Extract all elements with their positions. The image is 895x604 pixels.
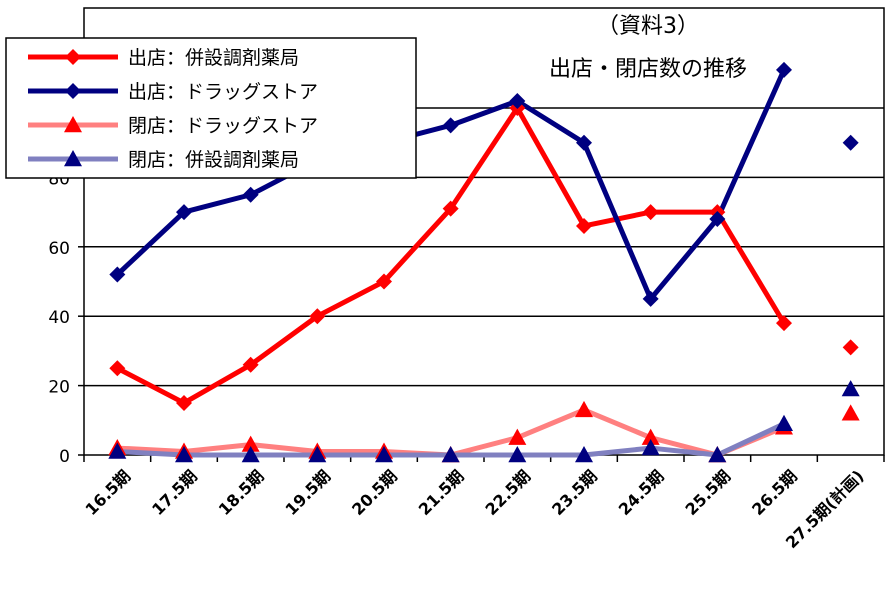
x-tick-label: 19.5期 [281, 466, 334, 519]
data-point [641, 439, 660, 456]
data-point [176, 204, 192, 221]
data-point [242, 186, 259, 203]
data-point [709, 211, 726, 228]
data-point [241, 446, 260, 463]
data-point [309, 308, 326, 325]
data-point [441, 446, 460, 463]
data-point [109, 360, 126, 377]
data-point [842, 339, 859, 356]
data-point [509, 93, 526, 110]
x-tick-label: 24.5期 [615, 466, 668, 519]
x-tick-label: 22.5期 [481, 466, 534, 519]
x-tick-label: 17.5期 [148, 466, 201, 519]
x-tick-label: 21.5期 [415, 466, 468, 519]
data-point [708, 446, 727, 463]
legend-marker [64, 116, 82, 133]
data-point [841, 404, 860, 421]
data-point [642, 290, 659, 307]
legend-marker [65, 83, 81, 99]
data-point [642, 204, 659, 221]
data-point [442, 117, 459, 134]
legend-marker [64, 150, 82, 167]
data-point [776, 315, 792, 332]
data-point [841, 380, 860, 397]
y-tick-label: 40 [48, 308, 70, 328]
data-point [176, 394, 192, 411]
x-tick-label: 16.5期 [81, 466, 134, 519]
data-point [842, 134, 859, 151]
data-point [776, 61, 792, 78]
data-point [508, 446, 527, 463]
x-tick-label: 23.5期 [548, 466, 601, 519]
data-point [575, 400, 593, 418]
data-point [575, 446, 593, 463]
data-point [576, 134, 592, 151]
legend-marker [65, 49, 81, 65]
data-point [242, 356, 259, 373]
y-tick-label: 60 [48, 239, 70, 259]
legend-label: 閉店：併設調剤薬局 [128, 149, 299, 171]
data-point [508, 428, 527, 445]
data-point [576, 217, 592, 234]
data-point [442, 200, 459, 217]
x-tick-label: 18.5期 [215, 466, 268, 519]
data-point [241, 435, 260, 452]
chart-subtitle: （資料3） [597, 14, 699, 39]
x-axis: 16.5期 17.5期 18.5期 19.5期 20.5期 21.5期 22.5期 23.5期… [81, 455, 885, 552]
y-tick-label: 0 [59, 447, 70, 467]
data-point [775, 414, 793, 431]
data-point [175, 446, 193, 463]
x-tick-label: 25.5期 [681, 466, 734, 519]
chart-title: 出店・閉店数の推移 [549, 57, 747, 82]
data-point [376, 273, 392, 290]
data-point [375, 446, 393, 463]
legend-label: 閉店：ドラッグストア [128, 115, 318, 137]
legend-label: 出店：併設調剤薬局 [128, 47, 299, 69]
data-point [108, 442, 127, 459]
x-tick-label: 20.5期 [348, 466, 401, 519]
y-tick-label: 20 [48, 378, 70, 398]
legend-label: 出店：ドラッグストア [128, 81, 318, 103]
data-point [641, 428, 660, 445]
data-point [109, 266, 126, 283]
x-tick-label: 26.5期 [748, 466, 801, 519]
data-point [308, 446, 327, 463]
